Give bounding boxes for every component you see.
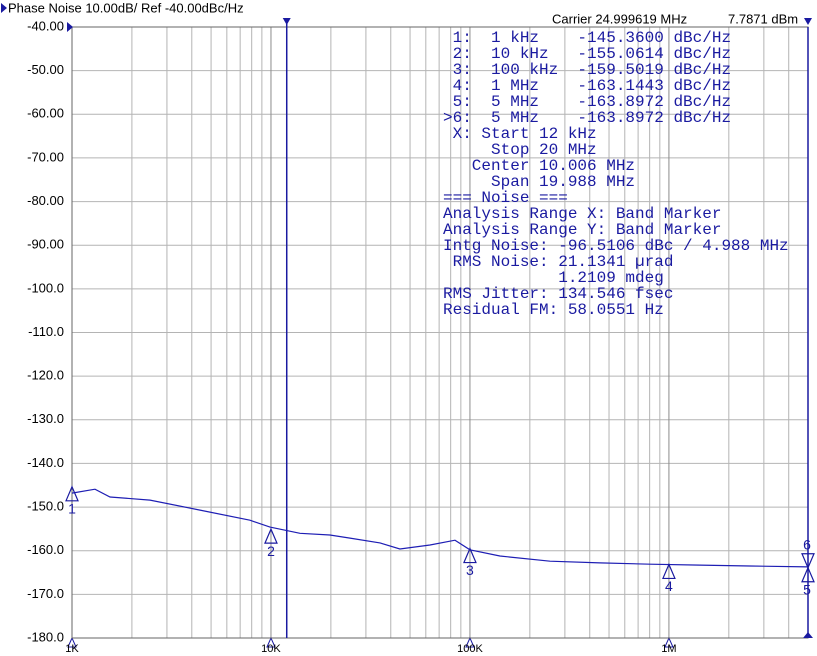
marker-label: 1 — [68, 501, 76, 517]
y-tick-label: -70.00 — [27, 149, 64, 164]
info-line: Intg Noise: -96.5106 dBc / 4.988 MHz — [443, 237, 789, 255]
info-line: 3: 100 kHz -159.5019 dBc/Hz — [443, 61, 731, 79]
x-tick-label: 1K — [65, 643, 79, 655]
y-tick-label: -80.00 — [27, 193, 64, 208]
y-tick-label: -170.0 — [27, 586, 64, 601]
info-line: 1: 1 kHz -145.3600 dBc/Hz — [443, 29, 731, 47]
marker-label: 6 — [803, 536, 811, 552]
y-tick-label: -140.0 — [27, 455, 64, 470]
info-line: Residual FM: 58.0551 Hz — [443, 301, 664, 319]
info-line: >6: 5 MHz -163.8972 dBc/Hz — [443, 109, 731, 127]
info-line: RMS Jitter: 134.546 fsec — [443, 285, 673, 303]
info-line: 1.2109 mdeg — [443, 269, 664, 287]
x-tick-marker — [67, 636, 77, 648]
right-arrow — [804, 18, 812, 25]
y-tick-label: -40.00 — [27, 18, 64, 33]
x-tick-label: 100K — [457, 643, 483, 655]
band-marker-arrow — [282, 18, 291, 25]
y-tick-label: -180.0 — [27, 629, 64, 644]
info-line: 5: 5 MHz -163.8972 dBc/Hz — [443, 93, 731, 111]
marker — [801, 566, 815, 583]
info-line: Analysis Range X: Band Marker — [443, 205, 721, 223]
y-tick-label: -60.00 — [27, 106, 64, 121]
chart-title: Phase Noise 10.00dB/ Ref -40.00dBc/Hz — [8, 0, 244, 15]
y-tick-label: -50.00 — [27, 62, 64, 77]
y-tick-label: -100.0 — [27, 280, 64, 295]
info-line: Center 10.006 MHz — [443, 157, 635, 175]
x-tick-marker — [664, 636, 674, 648]
info-line: RMS Noise: 21.1341 µrad — [443, 253, 673, 271]
y-tick-label: -110.0 — [28, 324, 64, 339]
marker — [65, 485, 79, 502]
info-line: Stop 20 MHz — [443, 141, 597, 159]
y-tick-label: -150.0 — [27, 499, 64, 514]
marker-label: 5 — [803, 581, 811, 597]
info-line: 2: 10 kHz -155.0614 dBc/Hz — [443, 45, 731, 63]
marker — [264, 527, 278, 544]
marker — [801, 553, 815, 570]
info-line: === Noise === — [443, 189, 568, 207]
x-tick-label: 10K — [261, 643, 281, 655]
info-line: 4: 1 MHz -163.1443 dBc/Hz — [443, 77, 731, 95]
marker-label: 2 — [267, 543, 275, 559]
x-tick-marker — [266, 636, 276, 648]
info-line: X: Start 12 kHz — [443, 125, 597, 143]
info-line: Span 19.988 MHz — [443, 173, 635, 191]
x-tick-label: 1M — [661, 643, 676, 655]
y-tick-label: -160.0 — [27, 542, 64, 557]
y-tick-label: -130.0 — [27, 411, 64, 426]
marker — [463, 547, 477, 564]
end-arrow — [803, 632, 813, 638]
trace-indicator — [1, 3, 7, 13]
marker — [662, 562, 676, 580]
x-tick-marker — [465, 636, 475, 648]
y-tick-label: -90.00 — [27, 237, 64, 252]
trace — [71, 488, 809, 568]
y-tick-label: -120.0 — [27, 368, 64, 383]
power: 7.7871 dBm — [728, 11, 798, 26]
carrier: Carrier 24.999619 MHz — [552, 11, 687, 26]
marker-label: 4 — [665, 578, 673, 594]
marker-label: 3 — [466, 562, 474, 578]
ref-arrow — [67, 22, 73, 32]
info-line: Analysis Range Y: Band Marker — [443, 221, 721, 239]
